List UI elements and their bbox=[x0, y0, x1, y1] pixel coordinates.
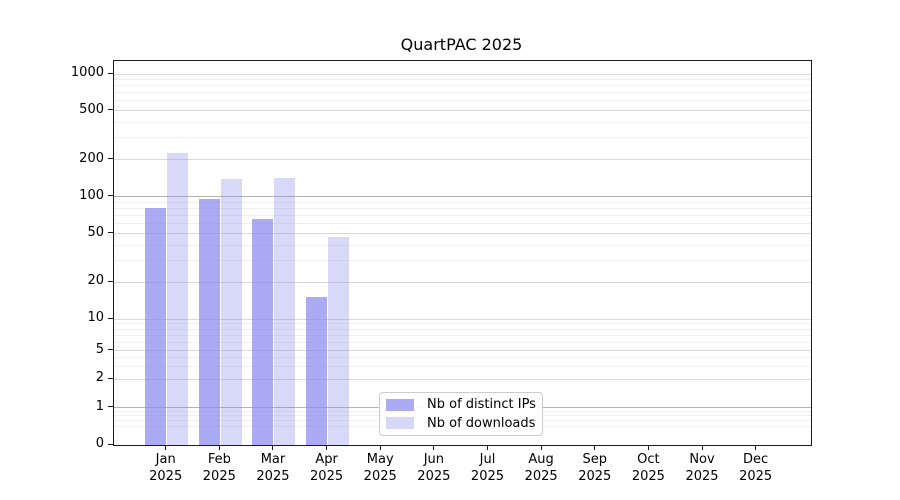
bar-downloads-mar bbox=[274, 177, 296, 445]
x-tick-mark bbox=[379, 445, 381, 450]
y-tick-label: 50 bbox=[87, 224, 104, 240]
x-tick-mark bbox=[165, 445, 167, 450]
bar-distinct-ips-mar bbox=[252, 219, 274, 445]
gridline-y-1000 bbox=[114, 73, 811, 75]
legend-item-distinct-ips: Nb of distinct IPs bbox=[380, 397, 542, 412]
y-tick-mark bbox=[108, 317, 113, 319]
x-tick-mark bbox=[272, 445, 274, 450]
gridline-y-70 bbox=[114, 215, 811, 217]
gridline-y-7 bbox=[114, 334, 811, 336]
gridline-y-100 bbox=[114, 196, 811, 197]
y-tick-mark bbox=[108, 377, 113, 379]
legend-swatch-downloads bbox=[386, 417, 414, 430]
gridline-y-4 bbox=[114, 356, 811, 358]
chart-title: QuartPAC 2025 bbox=[400, 35, 523, 54]
gridline-y-3 bbox=[114, 365, 811, 367]
gridline-y-10 bbox=[114, 318, 811, 320]
gridline-y-30 bbox=[114, 260, 811, 262]
y-tick-label: 5 bbox=[95, 341, 104, 357]
gridline-y-2 bbox=[114, 378, 811, 380]
plot-area bbox=[113, 60, 812, 446]
y-tick-label: 500 bbox=[79, 101, 104, 117]
y-tick-mark bbox=[108, 72, 113, 74]
x-tick-label: Sep 2025 bbox=[578, 452, 612, 484]
gridline-y-50 bbox=[114, 233, 811, 234]
y-tick-mark bbox=[108, 158, 113, 159]
gridline-y-80 bbox=[114, 207, 811, 209]
gridline-y-90 bbox=[114, 201, 811, 203]
gridline-y-700 bbox=[114, 92, 811, 94]
y-tick-mark bbox=[108, 443, 113, 445]
legend-item-downloads: Nb of downloads bbox=[380, 416, 542, 431]
bar-distinct-ips-feb bbox=[198, 199, 220, 445]
y-tick-label: 20 bbox=[87, 273, 104, 288]
gridline-y-20 bbox=[114, 281, 811, 283]
x-tick-label: May 2025 bbox=[363, 452, 397, 484]
y-tick-label: 10 bbox=[87, 310, 104, 325]
legend-swatch-distinct-ips bbox=[386, 398, 414, 411]
gridline-y-300 bbox=[114, 137, 811, 139]
y-tick-label: 2 bbox=[95, 370, 104, 385]
x-tick-label: Feb 2025 bbox=[202, 452, 236, 484]
x-tick-mark bbox=[755, 445, 757, 450]
x-tick-mark bbox=[486, 445, 488, 450]
x-tick-mark bbox=[433, 445, 435, 450]
gridline-y-5 bbox=[114, 350, 811, 351]
gridline-y-600 bbox=[114, 100, 811, 102]
y-tick-mark bbox=[108, 349, 113, 350]
y-tick-mark bbox=[108, 280, 113, 282]
gridline-y-800 bbox=[114, 85, 811, 87]
x-tick-mark bbox=[594, 445, 596, 450]
gridline-y-400 bbox=[114, 121, 811, 123]
x-tick-label: Aug 2025 bbox=[524, 452, 558, 484]
x-tick-mark bbox=[218, 445, 220, 450]
legend-label-downloads: Nb of downloads bbox=[427, 415, 536, 431]
x-tick-mark bbox=[540, 445, 542, 450]
legend-label-distinct-ips: Nb of distinct IPs bbox=[427, 397, 536, 413]
y-tick-label: 1 bbox=[95, 398, 104, 414]
bar-distinct-ips-jan bbox=[145, 208, 167, 445]
legend: Nb of distinct IPs Nb of downloads bbox=[379, 392, 543, 436]
x-tick-label: Jan 2025 bbox=[149, 452, 183, 484]
gridline-y-900 bbox=[114, 79, 811, 81]
x-tick-label: Jun 2025 bbox=[417, 452, 451, 484]
gridline-y-200 bbox=[114, 159, 811, 160]
x-tick-label: Jul 2025 bbox=[470, 452, 505, 484]
x-tick-label: Apr 2025 bbox=[310, 452, 344, 484]
gridline-y-40 bbox=[114, 244, 811, 246]
x-tick-mark bbox=[647, 445, 649, 450]
bar-downloads-apr bbox=[328, 236, 350, 445]
gridline-y-500 bbox=[114, 110, 811, 111]
bar-downloads-feb bbox=[220, 178, 242, 445]
y-tick-label: 0 bbox=[95, 436, 104, 451]
gridline-y-6 bbox=[114, 341, 811, 343]
x-tick-mark bbox=[326, 445, 328, 450]
bar-downloads-jan bbox=[167, 153, 189, 445]
y-tick-label: 200 bbox=[79, 150, 104, 166]
x-tick-label: Dec 2025 bbox=[739, 452, 773, 484]
x-tick-label: Oct 2025 bbox=[631, 452, 665, 484]
y-tick-mark bbox=[108, 232, 113, 233]
x-tick-label: Mar 2025 bbox=[256, 452, 290, 484]
y-tick-mark bbox=[108, 406, 113, 407]
y-tick-mark bbox=[108, 109, 113, 110]
gridline-y-60 bbox=[114, 223, 811, 225]
x-tick-mark bbox=[701, 445, 703, 450]
gridline-y-8 bbox=[114, 328, 811, 330]
y-tick-mark bbox=[108, 195, 113, 196]
gridline-y-9 bbox=[114, 323, 811, 325]
bar-distinct-ips-apr bbox=[306, 297, 328, 445]
y-tick-label: 1000 bbox=[70, 65, 104, 80]
x-tick-label: Nov 2025 bbox=[685, 452, 719, 484]
y-tick-label: 100 bbox=[79, 187, 104, 203]
